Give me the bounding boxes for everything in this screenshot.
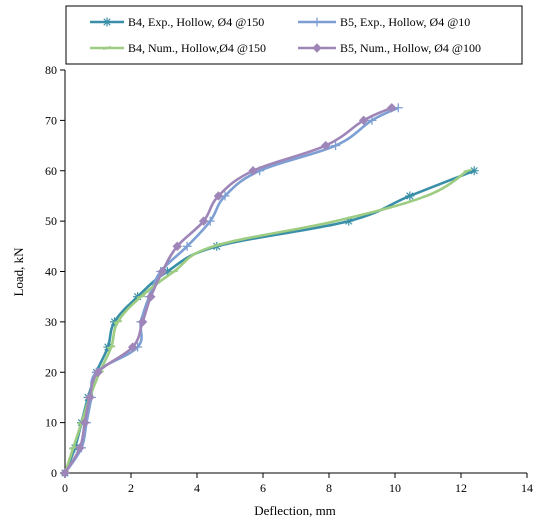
data-point [320,140,331,151]
data-point [331,219,340,224]
legend: B4, Exp., Hollow, Ø4 @150 B5, Exp., Holl… [65,5,523,65]
series-line [63,169,469,474]
legend-label: B4, Exp., Hollow, Ø4 @150 [128,15,264,29]
legend-entry-b4-num: B4, Num., Hollow,Ø4 @150 [90,41,266,55]
data-point [209,244,218,249]
data-point [405,191,415,201]
data-point [422,193,431,198]
data-point [113,319,123,324]
x-tick-label: 10 [389,481,401,495]
data-point [169,269,179,274]
data-point [85,392,95,403]
series-line [63,169,475,474]
y-tick-label: 70 [45,113,57,127]
x-axis-title: Deflection, mm [254,503,336,518]
data-point [106,345,116,350]
series-layer [60,103,479,478]
data-point [102,46,112,50]
legend-marker [312,43,322,53]
series-line [63,106,393,474]
legend-marker [312,17,322,27]
data-point [102,17,112,27]
y-tick-label: 20 [45,365,57,379]
series-b5-num [60,103,397,478]
legend-entry-b5-num: B5, Num., Hollow, Ø4 @100 [298,41,481,55]
data-point [80,417,90,428]
legend-label: B5, Num., Hollow, Ø4 @100 [340,41,481,55]
data-point [463,168,472,173]
legend-entry-b5-exp: B5, Exp., Hollow, Ø4 @10 [298,15,470,29]
data-point [172,241,182,252]
legend-marker [102,46,112,50]
y-tick-label: 60 [45,164,57,178]
data-point [157,266,168,277]
legend-entry-b4-exp: B4, Exp., Hollow, Ø4 @150 [90,15,264,29]
y-tick-label: 80 [45,63,57,77]
x-tick-label: 0 [62,481,68,495]
data-point [213,191,224,201]
data-point [127,342,138,352]
data-point [146,291,156,302]
x-tick-label: 2 [128,481,134,495]
series-line [63,106,399,474]
y-tick-label: 40 [45,265,57,279]
data-point [312,43,322,53]
y-axis-title: Load, kN [11,247,26,297]
x-tick-label: 14 [521,481,533,495]
x-tick-label: 4 [194,481,200,495]
legend-label: B4, Num., Hollow,Ø4 @150 [128,41,266,55]
series-b4-exp [60,166,479,478]
x-tick-label: 8 [326,481,332,495]
data-point [386,103,397,113]
y-tick-label: 50 [45,214,57,228]
x-tick-label: 12 [455,481,467,495]
data-point [331,141,341,151]
data-point [358,115,369,126]
data-point [136,294,146,299]
data-point [60,468,70,478]
data-point [93,367,103,377]
x-tick-label: 6 [260,481,266,495]
y-tick-label: 10 [45,416,57,430]
series-b4-num [60,168,472,475]
data-point [182,241,192,251]
y-tick-label: 0 [51,466,57,480]
data-point [137,317,148,327]
axes: 0 10 20 30 40 50 60 70 80 0 2 4 6 8 10 12 14 [45,63,533,495]
y-tick-label: 30 [45,315,57,329]
data-point [248,166,258,176]
legend-marker [102,17,112,27]
data-point [312,17,322,27]
data-point [75,443,85,453]
data-point [198,216,209,226]
legend-label: B5, Exp., Hollow, Ø4 @10 [340,15,470,29]
legend-box [65,5,523,65]
series-b5-exp [60,103,403,478]
